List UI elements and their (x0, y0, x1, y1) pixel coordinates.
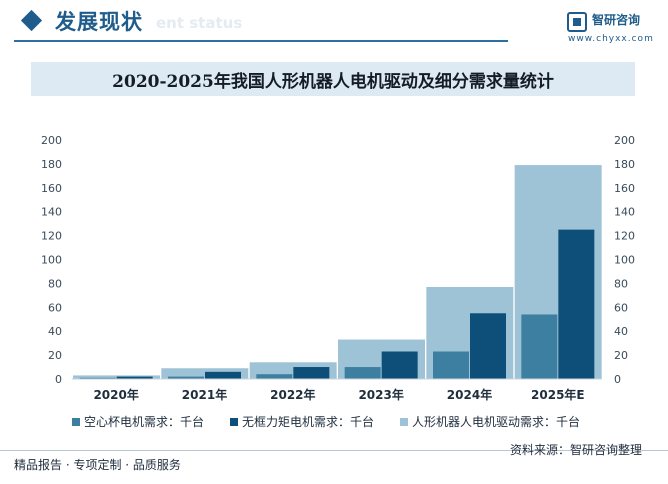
y-tick-right: 100 (614, 254, 635, 267)
y-tick-left: 160 (41, 182, 62, 195)
y-tick-left: 60 (48, 301, 62, 314)
chart-title-bar: 2020-2025年我国人形机器人电机驱动及细分需求量统计 (31, 62, 635, 96)
bar-total-1 (161, 368, 249, 379)
bar-hollow-cup-2 (256, 374, 293, 379)
y-tick-right: 80 (614, 277, 628, 290)
footer-divider (0, 450, 668, 451)
x-tick-label: 2020年 (93, 387, 138, 402)
x-tick-label: 2025年E (531, 387, 585, 402)
y-tick-left: 100 (41, 254, 62, 267)
logo-site: www.chyxx.com (568, 34, 654, 44)
y-tick-right: 120 (614, 230, 635, 243)
x-tick-label: 2024年 (447, 387, 492, 402)
bar-frameless-0 (116, 376, 153, 379)
bar-frameless-2 (293, 367, 330, 379)
y-tick-left: 200 (41, 134, 62, 147)
legend-item-humanoid-drive: 人形机器人电机驱动需求：千台 (400, 413, 580, 430)
x-axis-labels: 2020年 2021年 2022年 2023年 2024年 2025年E (93, 387, 584, 402)
brand-logo: 智研咨询 www.chyxx.com (567, 10, 659, 46)
header-divider (14, 40, 508, 42)
bar-hollow-cup-3 (344, 367, 381, 379)
legend-label: 人形机器人电机驱动需求：千台 (412, 415, 581, 429)
y-tick-left: 180 (41, 158, 62, 171)
bar-hollow-cup-4 (433, 351, 469, 379)
legend-label: 无框力矩电机需求：千台 (242, 415, 375, 429)
bar-hollow-cup-1 (168, 376, 204, 379)
bar-frameless-4 (470, 313, 506, 379)
legend-swatch (400, 418, 408, 426)
y-tick-left: 0 (55, 373, 62, 386)
footer-source: 资料来源：智研咨询整理 (510, 443, 643, 457)
x-tick-label: 2022年 (270, 387, 315, 402)
bar-frameless-3 (381, 351, 418, 379)
y-axis-right: 0 20 40 60 80 100 120 140 160 180 200 (614, 134, 635, 386)
section-title: 发展现状 (55, 10, 143, 34)
logo-icon (567, 12, 587, 32)
y-tick-right: 20 (614, 349, 628, 362)
y-tick-right: 60 (614, 301, 628, 314)
y-axis-left: 0 20 40 60 80 100 120 140 160 180 200 (41, 134, 62, 386)
footer-tagline: 精品报告 · 专项定制 · 品质服务 (14, 458, 181, 472)
logo-name: 智研咨询 (592, 13, 641, 27)
header: 发展现状 ent status 智研咨询 www.chyxx.com (0, 0, 668, 50)
legend-swatch (230, 418, 238, 426)
legend-swatch (72, 418, 80, 426)
bar-total-0 (73, 375, 160, 379)
y-tick-right: 140 (614, 206, 635, 219)
y-tick-right: 160 (614, 182, 635, 195)
y-tick-right: 0 (614, 373, 621, 386)
y-tick-right: 180 (614, 158, 635, 171)
legend-label: 空心杯电机需求：千台 (84, 415, 205, 429)
bar-hollow-cup-0 (79, 377, 116, 379)
y-tick-left: 40 (48, 325, 62, 338)
legend-item-hollow-cup: 空心杯电机需求：千台 (72, 413, 204, 430)
y-tick-left: 80 (48, 277, 62, 290)
bar-frameless-1 (205, 371, 241, 379)
bar-hollow-cup-5 (521, 314, 558, 379)
chart-title: 2020-2025年我国人形机器人电机驱动及细分需求量统计 (112, 72, 554, 92)
x-tick-label: 2023年 (358, 387, 403, 402)
y-tick-right: 40 (614, 325, 628, 338)
bar-frameless-5 (558, 229, 595, 379)
bar-group (73, 165, 602, 379)
x-tick-label: 2021年 (182, 387, 227, 402)
y-tick-left: 120 (41, 230, 62, 243)
y-tick-left: 20 (48, 349, 62, 362)
section-subtitle-ghost: ent status (156, 14, 243, 32)
y-tick-right: 200 (614, 134, 635, 147)
legend-item-frameless-torque: 无框力矩电机需求：千台 (230, 413, 374, 430)
y-tick-left: 140 (41, 206, 62, 219)
